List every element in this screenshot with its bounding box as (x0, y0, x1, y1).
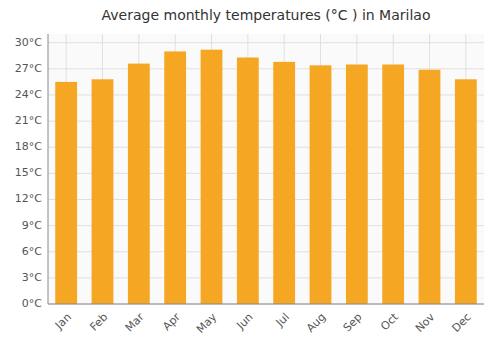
y-axis: 0°C 3°C 6°C 9°C 12°C 15°C 18°C 21°C 24°C 27°C 30°C (15, 36, 42, 310)
x-tick-label: May (194, 310, 220, 336)
y-tick-label: 12°C (15, 192, 42, 205)
y-grid-line (48, 68, 484, 69)
y-grid-line (48, 304, 484, 305)
y-tick-label: 21°C (15, 114, 42, 127)
bar (92, 79, 114, 304)
y-tick-label: 30°C (15, 36, 42, 49)
x-tick-label: Jul (273, 311, 292, 330)
y-tick-label: 6°C (22, 245, 42, 258)
y-tick-label: 0°C (22, 297, 42, 310)
chart: 0°C 3°C 6°C 9°C 12°C 15°C 18°C 21°C 24°C 27°C 30°C… (0, 0, 500, 350)
bar (128, 64, 150, 304)
x-axis: Jan Feb Mar Apr May Jun Jul Aug Sep Oct Nov Dec (52, 310, 474, 336)
y-tick-label: 3°C (22, 271, 42, 284)
title: Average monthly temperatures (°C ) in Ma… (102, 7, 431, 23)
y-tick-label: 15°C (15, 166, 42, 179)
bar (55, 82, 77, 304)
bar (273, 62, 295, 304)
grid (48, 34, 484, 304)
y-grid-line (48, 42, 484, 43)
x-tick-label: Sep (341, 311, 365, 335)
bar (164, 51, 186, 304)
x-tick-label: Nov (413, 310, 438, 335)
x-tick-label: Jun (234, 311, 256, 333)
y-axis-line (48, 34, 49, 304)
bar (201, 50, 223, 304)
x-tick-label: Dec (449, 311, 473, 335)
bars (55, 50, 476, 304)
bar (382, 64, 404, 304)
x-axis-line (48, 304, 484, 305)
y-tick-label: 27°C (15, 62, 42, 75)
bar (346, 64, 368, 304)
chart-container: 0°C 3°C 6°C 9°C 12°C 15°C 18°C 21°C 24°C 27°C 30°C… (0, 0, 500, 350)
y-tick-label: 24°C (15, 88, 42, 101)
y-tick-label: 9°C (22, 219, 42, 232)
bar (237, 58, 259, 304)
x-tick-label: Mar (123, 310, 147, 334)
y-tick-label: 18°C (15, 140, 42, 153)
x-tick-label: Oct (378, 310, 401, 333)
x-tick-label: Jan (52, 311, 74, 333)
bar (310, 65, 332, 304)
x-tick-label: Apr (160, 310, 183, 333)
bar (419, 70, 441, 304)
plot-background (48, 34, 484, 304)
x-tick-label: Aug (304, 311, 328, 335)
bar (455, 79, 477, 304)
x-tick-label: Feb (87, 311, 110, 334)
